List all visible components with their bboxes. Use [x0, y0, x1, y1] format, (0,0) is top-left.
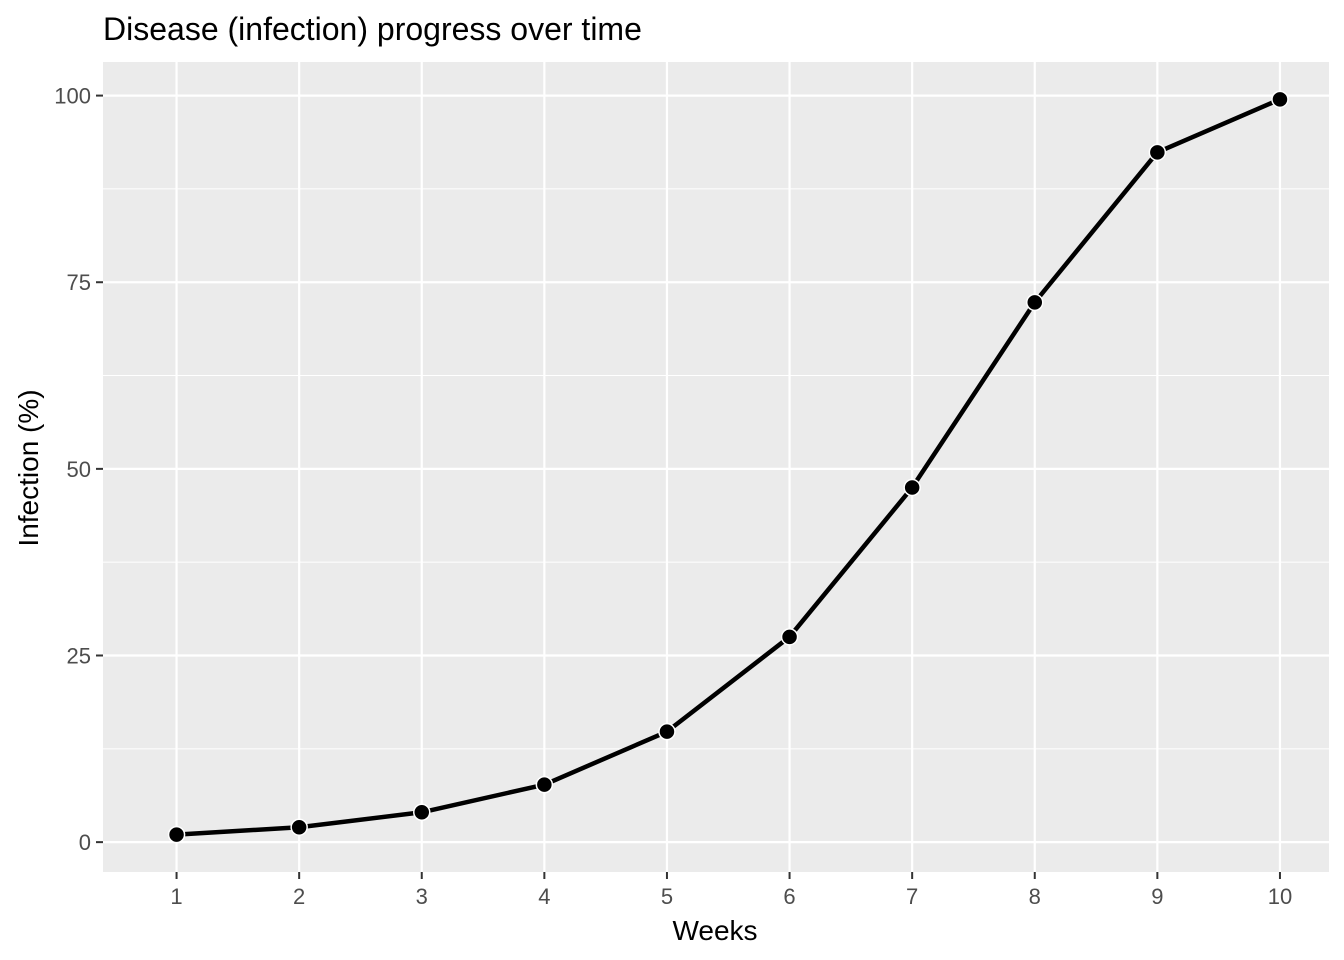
x-tick-label: 10 [1268, 884, 1292, 909]
x-tick-label: 3 [416, 884, 428, 909]
plot-panel [103, 62, 1329, 872]
data-point [658, 722, 676, 741]
series-line [174, 97, 1283, 837]
data-point [535, 775, 554, 794]
y-tick-label: 0 [79, 830, 91, 855]
x-axis-ticks: 1 2 3 4 5 6 7 8 9 10 [170, 872, 1292, 909]
y-tick-label: 75 [67, 270, 91, 295]
y-tick-label: 25 [67, 644, 91, 669]
series-layer [167, 90, 1289, 844]
y-axis-ticks: 0 25 50 75 100 [54, 84, 103, 855]
data-point [1148, 143, 1167, 162]
data-point [780, 628, 799, 646]
x-tick-label: 8 [1029, 884, 1041, 909]
y-axis-title: Infection (%) [13, 389, 44, 546]
data-point [290, 818, 308, 836]
data-point [413, 803, 431, 822]
data-point [1271, 90, 1289, 109]
y-tick-label: 100 [54, 84, 91, 109]
x-tick-label: 6 [783, 884, 795, 909]
x-tick-label: 7 [906, 884, 918, 909]
x-tick-label: 2 [293, 884, 305, 909]
chart-title: Disease (infection) progress over time [103, 11, 642, 47]
x-tick-label: 1 [170, 884, 182, 909]
x-axis-title: Weeks [672, 915, 757, 946]
x-tick-label: 4 [538, 884, 550, 909]
x-tick-label: 9 [1151, 884, 1163, 909]
y-tick-label: 50 [67, 457, 91, 482]
data-point [903, 478, 921, 497]
data-point [1026, 293, 1044, 312]
data-point [167, 825, 186, 844]
x-tick-label: 5 [661, 884, 673, 909]
